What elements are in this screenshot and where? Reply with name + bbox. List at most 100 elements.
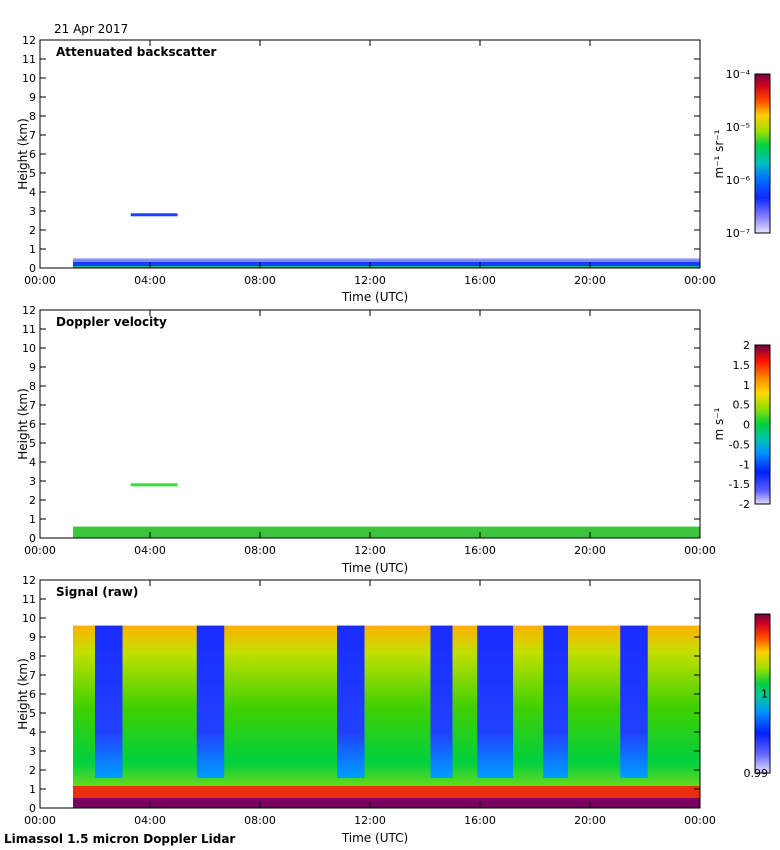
signal-colorbar [754, 613, 771, 774]
signal-y-tick-label: 5 [29, 707, 36, 720]
panel-backscatter: Attenuated backscatter 0123456789101112 … [16, 34, 771, 304]
backscatter-y-tick-label: 12 [22, 34, 36, 47]
backscatter-y-tick-label: 2 [29, 224, 36, 237]
velocity-y-tick-label: 4 [29, 456, 36, 469]
backscatter-title: Attenuated backscatter [56, 45, 216, 59]
velocity-colorbar [754, 344, 771, 505]
velocity-colorbar-ticks: 2 1.5 1 0.5 0 -0.5 -1 -1.5 -2 [729, 339, 750, 511]
signal-y-tick-label: 4 [29, 726, 36, 739]
signal-y-tick-label: 12 [22, 574, 36, 587]
velocity-colorbar-tick-label: -1.5 [729, 478, 750, 491]
backscatter-y-tick-label: 7 [29, 129, 36, 142]
signal-x-tick-label: 00:00 [24, 814, 56, 827]
velocity-x-tick-label: 08:00 [244, 544, 276, 557]
signal-colorbar-tick-label: 0.99 [744, 767, 769, 780]
backscatter-y-tick-label: 9 [29, 91, 36, 104]
backscatter-surface-layer-green [73, 266, 700, 268]
signal-y-label: Height (km) [16, 658, 30, 729]
backscatter-surface-layer [73, 262, 700, 268]
velocity-y-tick-label: 2 [29, 494, 36, 507]
backscatter-y-tick-label: 10 [22, 72, 36, 85]
backscatter-x-axis: 00:00 04:00 08:00 12:00 16:00 20:00 00:00 [24, 40, 716, 287]
backscatter-colorbar-ticks: 10⁻⁴ 10⁻⁵ 10⁻⁶ 10⁻⁷ [726, 68, 751, 240]
signal-low-signal-band [196, 625, 225, 778]
velocity-x-tick-label: 20:00 [574, 544, 606, 557]
backscatter-x-tick-label: 00:00 [24, 274, 56, 287]
velocity-y-tick-label: 3 [29, 475, 36, 488]
velocity-y-tick-label: 10 [22, 342, 36, 355]
backscatter-x-tick-label: 08:00 [244, 274, 276, 287]
signal-low-signal-band [620, 625, 648, 778]
signal-low-signal-band [430, 625, 453, 778]
signal-colorbar-ticks: 10.99 [744, 688, 769, 781]
date-label: 21 Apr 2017 [54, 22, 128, 36]
signal-x-tick-label: 16:00 [464, 814, 496, 827]
velocity-y-tick-label: 6 [29, 418, 36, 431]
backscatter-y-tick-label: 6 [29, 148, 36, 161]
velocity-y-tick-label: 1 [29, 513, 36, 526]
velocity-colorbar-tick-label: 2 [743, 339, 750, 352]
backscatter-x-tick-label: 04:00 [134, 274, 166, 287]
signal-x-axis: 00:00 04:00 08:00 12:00 16:00 20:00 00:00 [24, 580, 716, 827]
velocity-x-tick-label: 12:00 [354, 544, 386, 557]
signal-x-tick-label: 20:00 [574, 814, 606, 827]
velocity-colorbar-tick-label: -0.5 [729, 438, 750, 451]
velocity-x-tick-label: 16:00 [464, 544, 496, 557]
backscatter-y-label: Height (km) [16, 118, 30, 189]
backscatter-x-label: Time (UTC) [341, 290, 408, 304]
velocity-y-tick-label: 5 [29, 437, 36, 450]
signal-surface-band-purple [73, 798, 700, 808]
backscatter-colorbar [754, 73, 771, 234]
backscatter-colorbar-tick-label: 10⁻⁶ [726, 174, 751, 187]
backscatter-y-tick-label: 11 [22, 53, 36, 66]
backscatter-colorbar-label: m⁻¹ sr⁻¹ [712, 129, 726, 178]
velocity-x-tick-label: 00:00 [684, 544, 716, 557]
signal-surface-band-red [73, 786, 700, 798]
signal-plot-area [73, 625, 700, 808]
signal-y-tick-label: 6 [29, 688, 36, 701]
footer-label: Limassol 1.5 micron Doppler Lidar [4, 832, 235, 846]
backscatter-plot-area [73, 213, 700, 268]
backscatter-x-tick-label: 20:00 [574, 274, 606, 287]
signal-colorbar-tick-label: 1 [761, 688, 768, 701]
velocity-y-tick-label: 8 [29, 380, 36, 393]
signal-low-signal-band [477, 625, 513, 778]
backscatter-y-tick-label: 4 [29, 186, 36, 199]
velocity-plot-frame [39, 309, 701, 539]
velocity-x-label: Time (UTC) [341, 561, 408, 575]
signal-low-signal-band [543, 625, 568, 778]
velocity-colorbar-tick-label: -2 [739, 498, 750, 511]
velocity-colorbar-label: m s⁻¹ [712, 407, 726, 440]
signal-y-tick-label: 10 [22, 612, 36, 625]
velocity-y-tick-label: 0 [29, 532, 36, 545]
backscatter-y-tick-label: 0 [29, 262, 36, 275]
signal-y-tick-label: 7 [29, 669, 36, 682]
velocity-x-axis: 00:00 04:00 08:00 12:00 16:00 20:00 00:00 [24, 310, 716, 557]
signal-signal-field [73, 625, 700, 808]
backscatter-x-tick-label: 16:00 [464, 274, 496, 287]
velocity-x-tick-label: 04:00 [134, 544, 166, 557]
signal-x-tick-label: 12:00 [354, 814, 386, 827]
signal-low-signal-band [337, 625, 365, 778]
velocity-title: Doppler velocity [56, 315, 167, 329]
signal-low-signal-band [95, 625, 123, 778]
velocity-y-tick-label: 11 [22, 323, 36, 336]
backscatter-colorbar-tick-label: 10⁻⁷ [726, 227, 750, 240]
signal-title: Signal (raw) [56, 585, 138, 599]
velocity-colorbar-tick-label: 0.5 [733, 399, 751, 412]
backscatter-colorbar-tick-label: 10⁻⁵ [726, 121, 750, 134]
signal-x-tick-label: 04:00 [134, 814, 166, 827]
signal-y-tick-label: 3 [29, 745, 36, 758]
backscatter-x-tick-label: 12:00 [354, 274, 386, 287]
velocity-boundary-layer [73, 526, 700, 538]
signal-x-label: Time (UTC) [341, 831, 408, 845]
velocity-plot-area [73, 483, 700, 538]
backscatter-cloud-layer [130, 213, 178, 217]
backscatter-colorbar-tick-label: 10⁻⁴ [726, 68, 751, 81]
velocity-y-tick-label: 9 [29, 361, 36, 374]
